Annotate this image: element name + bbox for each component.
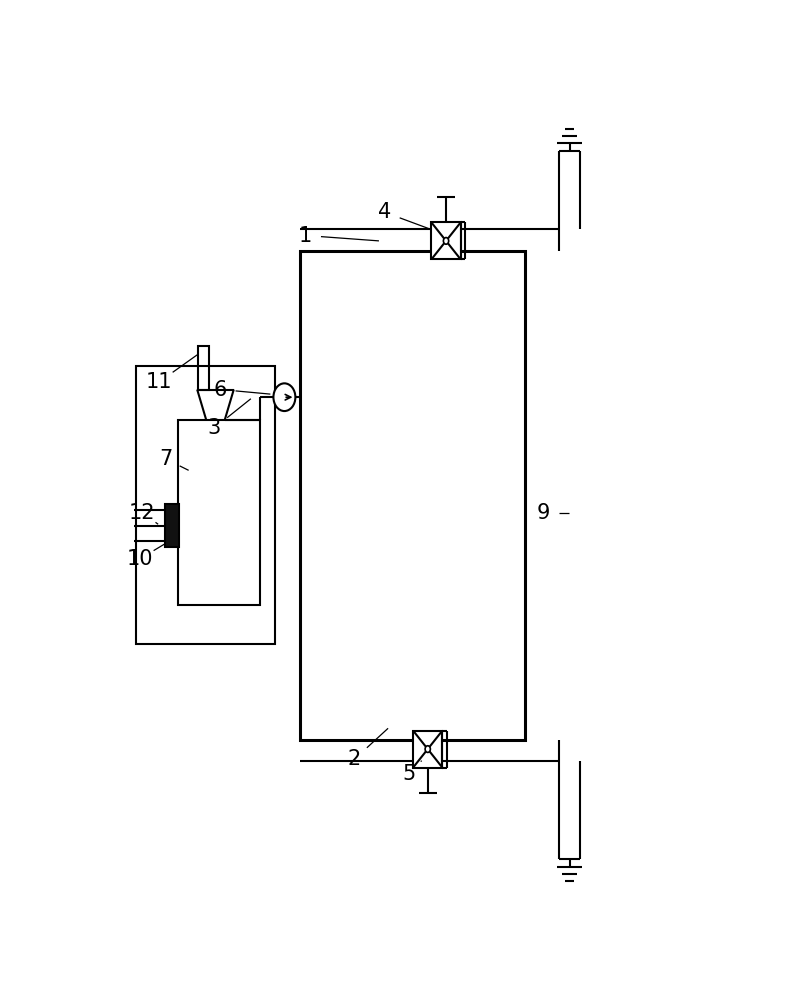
Text: 2: 2 bbox=[348, 749, 361, 769]
Bar bbox=[431, 222, 460, 259]
Text: 9: 9 bbox=[537, 503, 550, 523]
Text: 6: 6 bbox=[214, 379, 227, 399]
Text: 12: 12 bbox=[129, 503, 156, 523]
Circle shape bbox=[273, 383, 295, 411]
Text: 11: 11 bbox=[146, 372, 172, 392]
Bar bbox=[198, 346, 209, 389]
Text: 10: 10 bbox=[127, 549, 153, 569]
Bar bbox=[413, 731, 442, 768]
Text: 7: 7 bbox=[159, 449, 172, 469]
Bar bbox=[178, 420, 260, 605]
Bar bbox=[136, 366, 275, 644]
Bar bbox=[300, 251, 526, 740]
Circle shape bbox=[425, 746, 430, 752]
Text: 5: 5 bbox=[403, 764, 416, 784]
Text: 4: 4 bbox=[379, 202, 392, 222]
Text: 3: 3 bbox=[208, 418, 221, 438]
Bar bbox=[165, 504, 179, 547]
Text: 1: 1 bbox=[299, 226, 312, 245]
Circle shape bbox=[443, 238, 449, 244]
